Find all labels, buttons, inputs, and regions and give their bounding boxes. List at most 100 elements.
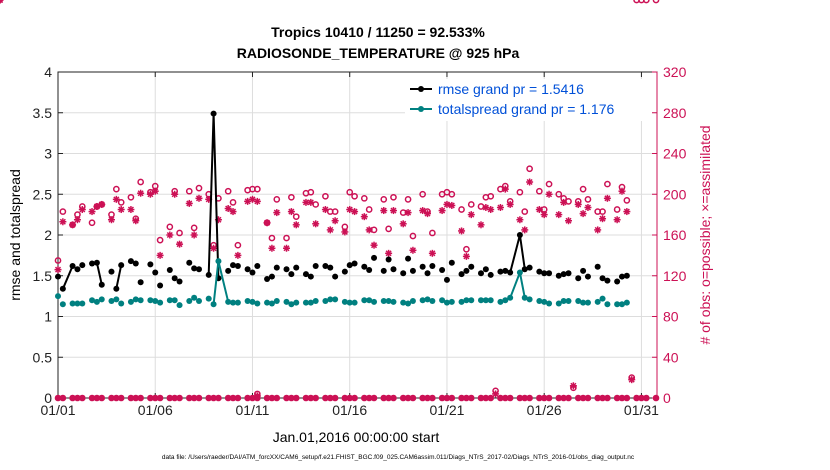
chart-title: Tropics 10410 / 11250 = 92.533% [271, 24, 485, 40]
assimilated-marker-67 [487, 206, 495, 214]
star-stroke [225, 205, 232, 212]
possible-marker-81 [579, 185, 587, 193]
rmse-point-73 [526, 264, 533, 271]
rmse-point-28 [234, 262, 241, 269]
star-stroke [614, 216, 621, 223]
totalspread-point-32 [264, 299, 271, 306]
rmse-point-57 [424, 270, 431, 277]
assimilated-marker-48 [365, 226, 373, 234]
star-stroke [171, 191, 178, 198]
possible-marker-34 [273, 195, 281, 203]
star-stroke [254, 198, 261, 205]
rmse-series-line [61, 113, 526, 290]
totalspread-point-87 [618, 301, 625, 308]
assimilated-marker-21 [190, 231, 198, 239]
assimilated-marker-63 [462, 252, 470, 260]
rmse-point-17 [166, 267, 173, 274]
grid-lines [57, 71, 657, 399]
possible-marker-82 [584, 195, 592, 203]
star-stroke [118, 206, 125, 213]
y-tick-label-right-4: 160 [663, 227, 687, 243]
zero-count-marker-22 [195, 394, 203, 402]
rmse-point-59 [439, 267, 446, 274]
totalspread-point-48 [366, 297, 373, 304]
star-stroke [312, 220, 319, 227]
rmse-point-48 [366, 267, 373, 274]
zero-count-marker-52 [390, 394, 397, 402]
rmse-point-15 [152, 269, 159, 276]
zero-count-dot [652, 394, 660, 402]
totalspread-point-82 [584, 299, 591, 306]
star-stroke [463, 253, 470, 260]
zero-count-marker-82 [584, 394, 592, 402]
rmse-point-12 [132, 260, 139, 267]
totalspread-point-40 [312, 298, 319, 305]
totalspread-point-66 [482, 297, 489, 304]
totalspread-point-60 [443, 299, 450, 306]
star-stroke [113, 196, 120, 203]
rmse-point-70 [507, 269, 514, 276]
assimilated-marker-77 [555, 211, 563, 219]
possible-marker-56 [419, 190, 427, 198]
star-stroke [492, 390, 499, 397]
zero-count-marker-92 [652, 394, 660, 402]
star-stroke [264, 219, 271, 226]
star-stroke [186, 200, 193, 207]
assimilated-marker-12 [132, 217, 140, 225]
totalspread-point-46 [351, 299, 358, 306]
rmse-point-78 [560, 271, 567, 278]
star-stroke [477, 221, 485, 228]
zero-count-dot [409, 394, 417, 402]
star-stroke [502, 186, 509, 193]
assimilated-marker-36 [287, 208, 295, 216]
x-tick-label-2: 01/11 [235, 402, 269, 418]
rmse-point-40 [312, 262, 319, 269]
rmse-point-45 [346, 262, 353, 269]
zero-count-dot [156, 394, 164, 402]
rmse-point-84 [599, 275, 606, 282]
rmse-point-56 [419, 263, 426, 270]
totalspread-point-17 [166, 297, 173, 304]
star-stroke [327, 226, 334, 233]
totalspread-point-69 [502, 297, 509, 304]
possible-marker-22 [195, 184, 203, 192]
rmse-point-52 [390, 266, 397, 273]
rmse-point-38 [302, 271, 309, 278]
star-stroke [191, 231, 198, 239]
legend-label-totalspread: totalspread grand pr = 1.176 [438, 101, 615, 117]
possible-marker-5 [88, 219, 96, 227]
star-stroke [268, 245, 275, 252]
assimilated-marker-18 [171, 190, 179, 198]
totalspread-point-39 [307, 299, 314, 306]
star-stroke [439, 207, 446, 214]
zero-count-marker-16 [156, 394, 164, 402]
zero-count-dot [98, 394, 106, 402]
assimilated-marker-62 [458, 227, 466, 235]
star-stroke [234, 252, 241, 259]
totalspread-point-84 [599, 295, 606, 302]
possible-marker-43 [331, 208, 339, 215]
rmse-point-26 [225, 267, 232, 274]
assimilated-marker-53 [399, 220, 407, 228]
possible-marker-28 [234, 241, 242, 249]
rmse-point-7 [98, 281, 105, 288]
assimilated-marker-52 [389, 207, 397, 215]
possible-marker-62 [458, 206, 465, 213]
star-stroke [74, 216, 81, 223]
star-stroke [604, 195, 611, 202]
rmse-point-42 [327, 264, 334, 271]
rmse-point-64 [468, 263, 475, 270]
zero-count-dot [137, 394, 144, 402]
zero-count-dot [506, 394, 514, 402]
rmse-point-65 [477, 270, 484, 277]
totalspread-point-79 [565, 298, 572, 305]
star-stroke [385, 250, 392, 257]
possible-marker-21 [190, 224, 198, 232]
possible-marker-20 [185, 187, 193, 195]
zero-count-marker-70 [506, 394, 514, 402]
assimilated-marker-1 [59, 218, 67, 226]
totalspread-point-21 [191, 294, 198, 301]
star-stroke [599, 215, 606, 222]
rmse-point-9 [113, 285, 120, 292]
